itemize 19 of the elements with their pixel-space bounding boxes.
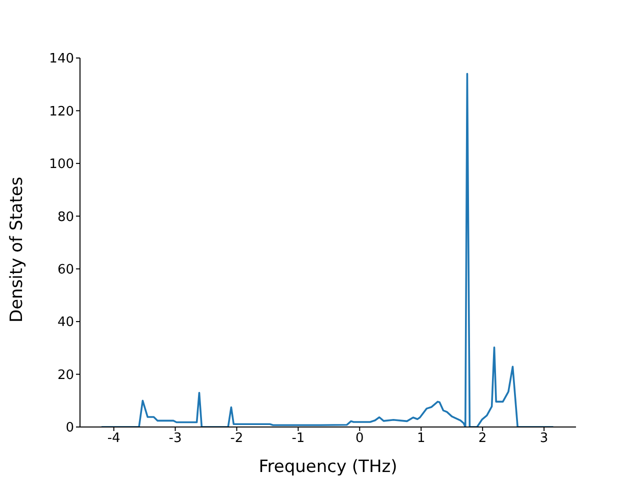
- x-tick-label: -4: [107, 431, 120, 446]
- y-axis-title: Density of States: [7, 176, 28, 322]
- x-tick-label: 3: [540, 431, 548, 446]
- x-tick-label: 1: [416, 431, 426, 446]
- y-tick-label: 120: [49, 104, 74, 120]
- y-tick-label: 80: [57, 210, 74, 225]
- x-tick-label: -3: [168, 431, 182, 446]
- x-tick-label: -2: [230, 431, 244, 446]
- y-tick-label: 20: [57, 368, 74, 383]
- line-series: [100, 72, 554, 427]
- x-tick-label: -1: [292, 431, 305, 446]
- y-tick-label: 100: [49, 157, 74, 172]
- x-tick-label: 0: [356, 431, 364, 446]
- y-tick-label: 140: [49, 52, 74, 67]
- y-tick-label: 0: [66, 420, 74, 436]
- y-tick-label: 60: [57, 262, 74, 278]
- y-tick-label: 40: [57, 315, 74, 330]
- x-tick-label: 2: [478, 431, 487, 446]
- x-axis-title: Frequency (THz): [258, 457, 398, 477]
